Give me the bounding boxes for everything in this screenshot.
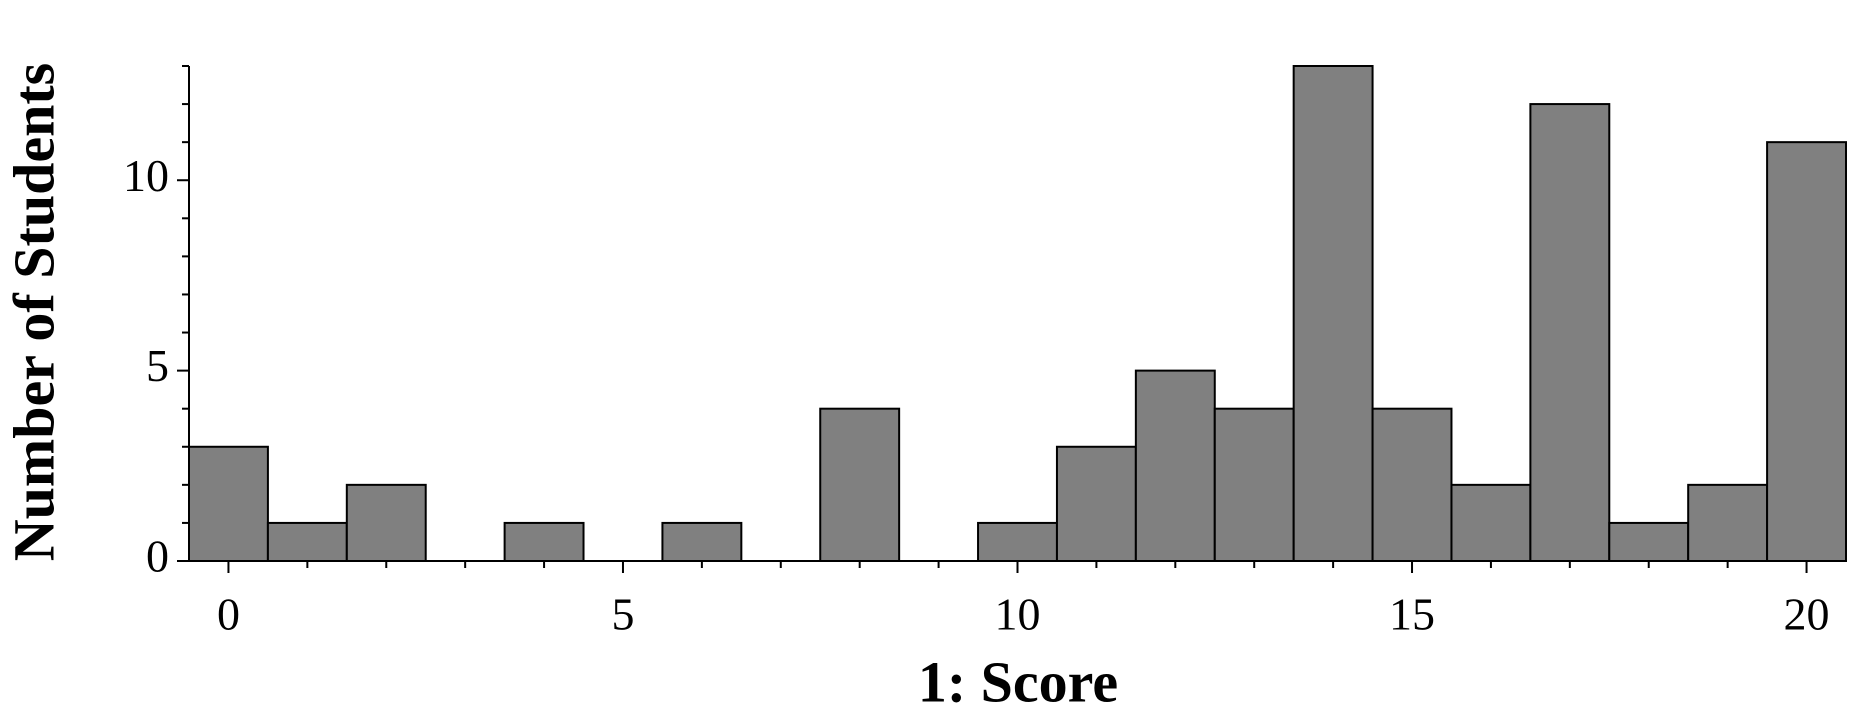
x-tick-label: 10	[995, 589, 1041, 640]
bar	[1608, 521, 1690, 563]
bar	[1450, 483, 1532, 563]
x-tick-label: 5	[611, 589, 634, 640]
bar	[188, 445, 269, 562]
bar	[1292, 65, 1374, 562]
bar	[661, 521, 743, 563]
x-axis-title: 1: Score	[918, 649, 1118, 714]
y-tick-label: 10	[123, 150, 169, 201]
bar	[266, 521, 348, 563]
x-tick-label: 15	[1389, 589, 1435, 640]
bar	[1687, 483, 1769, 563]
y-tick-label: 5	[146, 340, 169, 391]
bar	[1134, 369, 1216, 562]
bar	[977, 521, 1058, 563]
bar	[1213, 407, 1295, 563]
bar	[1055, 445, 1137, 562]
bar	[503, 521, 585, 563]
x-tick-label: 0	[217, 589, 240, 640]
bar	[819, 407, 901, 563]
bar	[1371, 407, 1453, 563]
bar	[345, 483, 427, 563]
bar	[1529, 103, 1611, 562]
y-axis-title: Number of Students	[1, 63, 66, 561]
y-tick-label: 0	[146, 531, 169, 582]
x-tick-label: 20	[1784, 589, 1830, 640]
bar	[1766, 141, 1847, 562]
